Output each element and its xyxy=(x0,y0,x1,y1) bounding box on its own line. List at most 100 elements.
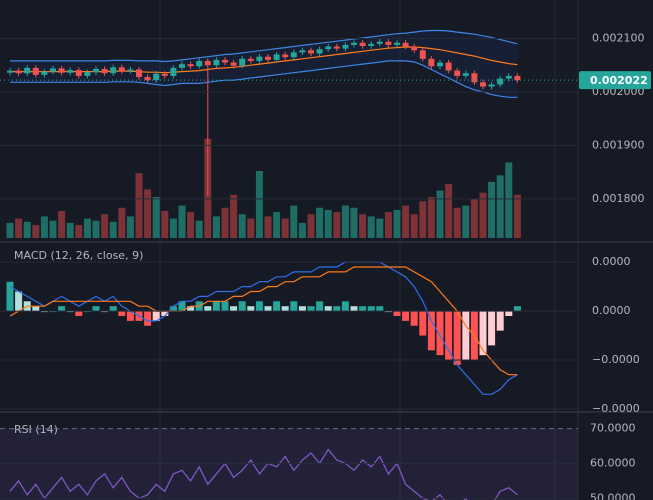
last-price-box xyxy=(579,71,651,90)
volume-bar xyxy=(393,209,401,238)
volume-bar xyxy=(281,218,289,238)
candle-body xyxy=(222,59,228,63)
candle-body xyxy=(325,46,332,50)
plot-layer xyxy=(0,29,578,500)
y-tick-label: 0.0000 xyxy=(592,304,631,317)
rsi-band xyxy=(0,428,578,500)
y-tick-label: −0.0000 xyxy=(592,353,640,366)
candle-body xyxy=(351,42,357,45)
histogram-bar xyxy=(462,311,470,361)
macd-title: MACD (12, 26, close, 9) xyxy=(14,249,143,262)
y-tick-label: 0.001800 xyxy=(592,192,645,205)
rsi-line xyxy=(9,448,518,500)
candle-body xyxy=(50,68,56,72)
volume-bar xyxy=(488,181,496,238)
histogram-bar xyxy=(505,311,513,316)
candle-body xyxy=(290,52,297,58)
candle-body xyxy=(161,73,168,76)
candle-body xyxy=(419,50,426,59)
candle-body xyxy=(58,68,65,73)
volume-bar xyxy=(350,207,358,238)
volume-bar xyxy=(247,218,255,238)
volume-bar xyxy=(101,214,109,238)
volume-bar xyxy=(359,214,367,238)
histogram-bar xyxy=(307,306,315,312)
candle-body xyxy=(204,60,211,66)
signal-line xyxy=(9,266,518,376)
candle-body xyxy=(462,73,469,76)
candle-body xyxy=(488,84,495,87)
candle-body xyxy=(15,70,22,74)
histogram-bar xyxy=(169,306,177,312)
y-tick-label: 50.0000 xyxy=(590,491,636,500)
candle-body xyxy=(110,67,117,74)
rsi-title: RSI (14) xyxy=(14,423,58,436)
volume-bar xyxy=(32,225,40,238)
candle-body xyxy=(376,41,383,44)
candle-body xyxy=(454,70,461,76)
candle-body xyxy=(308,50,314,54)
pane xyxy=(6,261,521,395)
histogram-bar xyxy=(161,311,169,316)
candle-body xyxy=(144,76,151,81)
volume-bar xyxy=(410,214,418,238)
volume-bar xyxy=(367,216,375,238)
volume-bar xyxy=(15,218,23,238)
histogram-bar xyxy=(350,306,358,312)
volume-bar xyxy=(462,205,470,238)
candle-body xyxy=(265,56,271,60)
histogram-bar xyxy=(238,301,246,312)
volume-bar xyxy=(496,175,504,238)
histogram-bar xyxy=(264,306,272,312)
histogram-bar xyxy=(376,306,384,312)
volume-bar xyxy=(187,212,195,238)
volume-bar xyxy=(118,207,126,238)
histogram-bar xyxy=(92,306,100,312)
candle-body xyxy=(118,67,125,72)
volume-bar xyxy=(445,184,453,238)
candle-body xyxy=(170,67,177,76)
histogram-bar xyxy=(273,301,281,312)
candle-body xyxy=(84,72,91,76)
volume-bar xyxy=(221,207,229,238)
y-tick-label: 70.0000 xyxy=(590,422,636,435)
volume-bar xyxy=(376,218,384,238)
histogram-bar xyxy=(247,306,255,312)
histogram-bar xyxy=(393,311,401,316)
volume-bar xyxy=(238,214,246,238)
histogram-bar xyxy=(410,311,418,326)
candle-body xyxy=(368,43,375,46)
volume-bar xyxy=(6,222,14,238)
volume-bar xyxy=(402,205,410,238)
volume-bar xyxy=(169,218,177,238)
histogram-bar xyxy=(367,306,375,312)
candle-body xyxy=(24,67,31,74)
histogram-bar xyxy=(298,306,306,312)
volume-bar xyxy=(453,207,461,238)
candle-body xyxy=(75,70,82,76)
candle-body xyxy=(213,59,220,66)
candle-body xyxy=(394,42,400,45)
candle-body xyxy=(196,60,203,67)
volume-bar xyxy=(479,192,487,238)
candle-body xyxy=(273,54,280,60)
histogram-bar xyxy=(204,306,212,312)
histogram-bar xyxy=(144,311,152,326)
y-tick-label: 0.0000 xyxy=(592,255,631,268)
volume-bar xyxy=(307,214,315,238)
candle-body xyxy=(93,68,99,73)
candle-body xyxy=(179,64,185,68)
volume-bar xyxy=(341,205,349,238)
volume-bar xyxy=(333,212,341,238)
upper-band xyxy=(10,29,518,63)
volume-bar xyxy=(264,216,272,238)
histogram-bar xyxy=(187,306,195,312)
histogram-bar xyxy=(427,311,435,351)
candle-body xyxy=(41,71,48,75)
histogram-bar xyxy=(109,306,117,312)
candle-body xyxy=(359,42,366,46)
histogram-bar xyxy=(58,306,66,312)
volume-bar xyxy=(436,190,444,238)
